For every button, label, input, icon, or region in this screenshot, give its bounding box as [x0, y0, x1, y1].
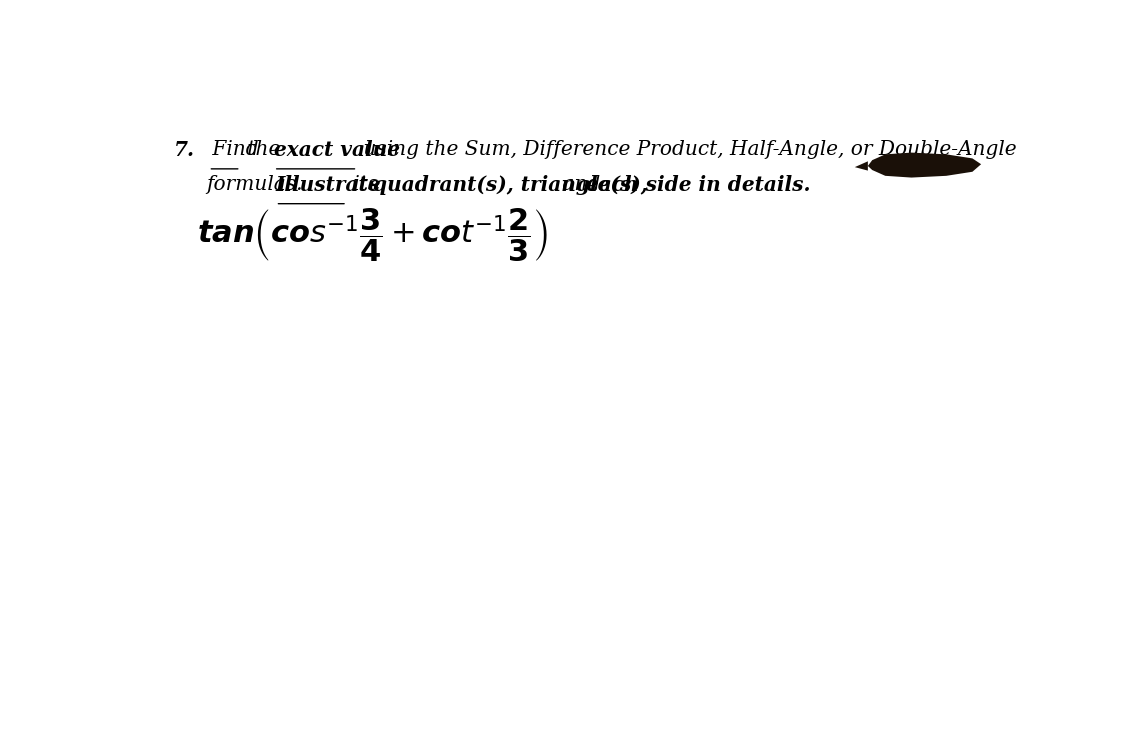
Text: $\boldsymbol{tan}\left(\boldsymbol{cos^{-1}}\dfrac{\boldsymbol{3}}{\boldsymbol{4: $\boldsymbol{tan}\left(\boldsymbol{cos^{…	[197, 207, 547, 264]
Text: Find: Find	[206, 139, 259, 159]
Text: each side in details.: each side in details.	[586, 175, 810, 195]
Text: the: the	[241, 139, 287, 159]
Text: exact value: exact value	[274, 139, 400, 160]
Text: its: its	[347, 175, 384, 194]
Text: using the Sum, Difference Product, Half-Angle, or Double-Angle: using the Sum, Difference Product, Half-…	[357, 139, 1017, 159]
Text: 7.: 7.	[173, 139, 194, 160]
Text: Illustrate: Illustrate	[275, 175, 381, 195]
Text: and: and	[556, 175, 607, 194]
Text: formulas.: formulas.	[206, 175, 309, 194]
Polygon shape	[868, 152, 981, 178]
Text: quadrant(s), triangle(s),: quadrant(s), triangle(s),	[373, 175, 647, 195]
Polygon shape	[854, 161, 868, 170]
